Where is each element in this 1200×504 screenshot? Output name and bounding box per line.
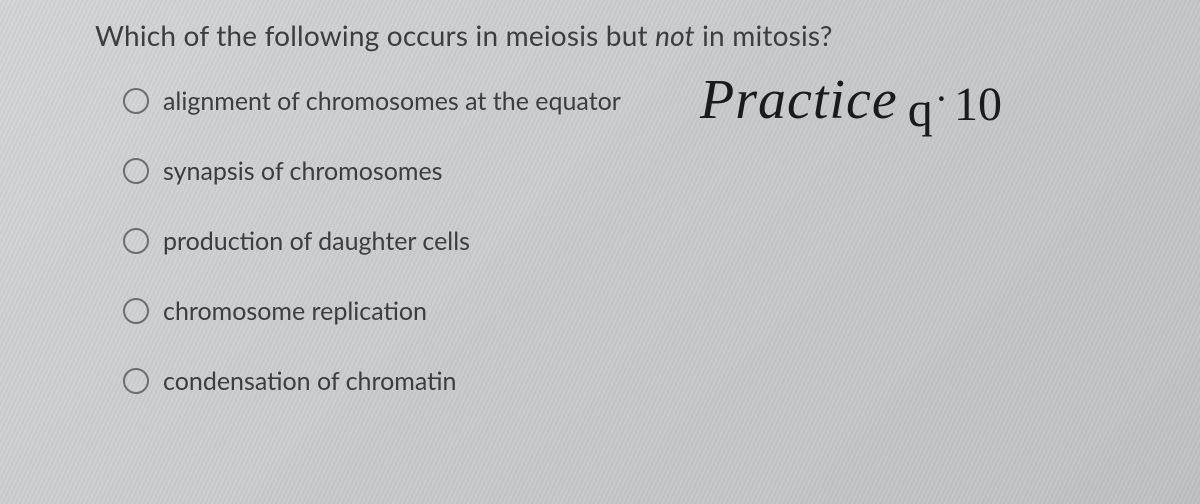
option-4[interactable]: condensation of chromatin xyxy=(123,366,1160,396)
option-label: production of daughter cells xyxy=(163,226,470,256)
option-1[interactable]: synapsis of chromosomes xyxy=(123,156,1160,186)
option-label: alignment of chromosomes at the equator xyxy=(163,86,621,116)
handwriting-number: 10 xyxy=(954,77,1002,132)
options-list: alignment of chromosomes at the equator … xyxy=(123,86,1160,396)
option-label: synapsis of chromosomes xyxy=(163,156,443,186)
option-0[interactable]: alignment of chromosomes at the equator xyxy=(123,86,1160,116)
option-label: chromosome replication xyxy=(163,296,427,326)
question-text: Which of the following occurs in meiosis… xyxy=(95,18,1160,52)
option-2[interactable]: production of daughter cells xyxy=(123,226,1160,256)
handwriting-letter: q xyxy=(908,80,933,138)
radio-icon[interactable] xyxy=(123,228,149,254)
option-label: condensation of chromatin xyxy=(163,366,456,396)
handwriting-word: Practice xyxy=(700,72,898,128)
option-3[interactable]: chromosome replication xyxy=(123,296,1160,326)
handwritten-annotation: Practice q · 10 xyxy=(700,72,1002,130)
radio-icon[interactable] xyxy=(123,158,149,184)
radio-icon[interactable] xyxy=(123,368,149,394)
question-suffix: in mitosis? xyxy=(695,18,833,52)
question-emphasis: not xyxy=(655,18,695,52)
handwriting-dot: · xyxy=(935,75,948,122)
radio-icon[interactable] xyxy=(123,298,149,324)
question-prefix: Which of the following occurs in meiosis… xyxy=(95,18,655,52)
radio-icon[interactable] xyxy=(123,88,149,114)
